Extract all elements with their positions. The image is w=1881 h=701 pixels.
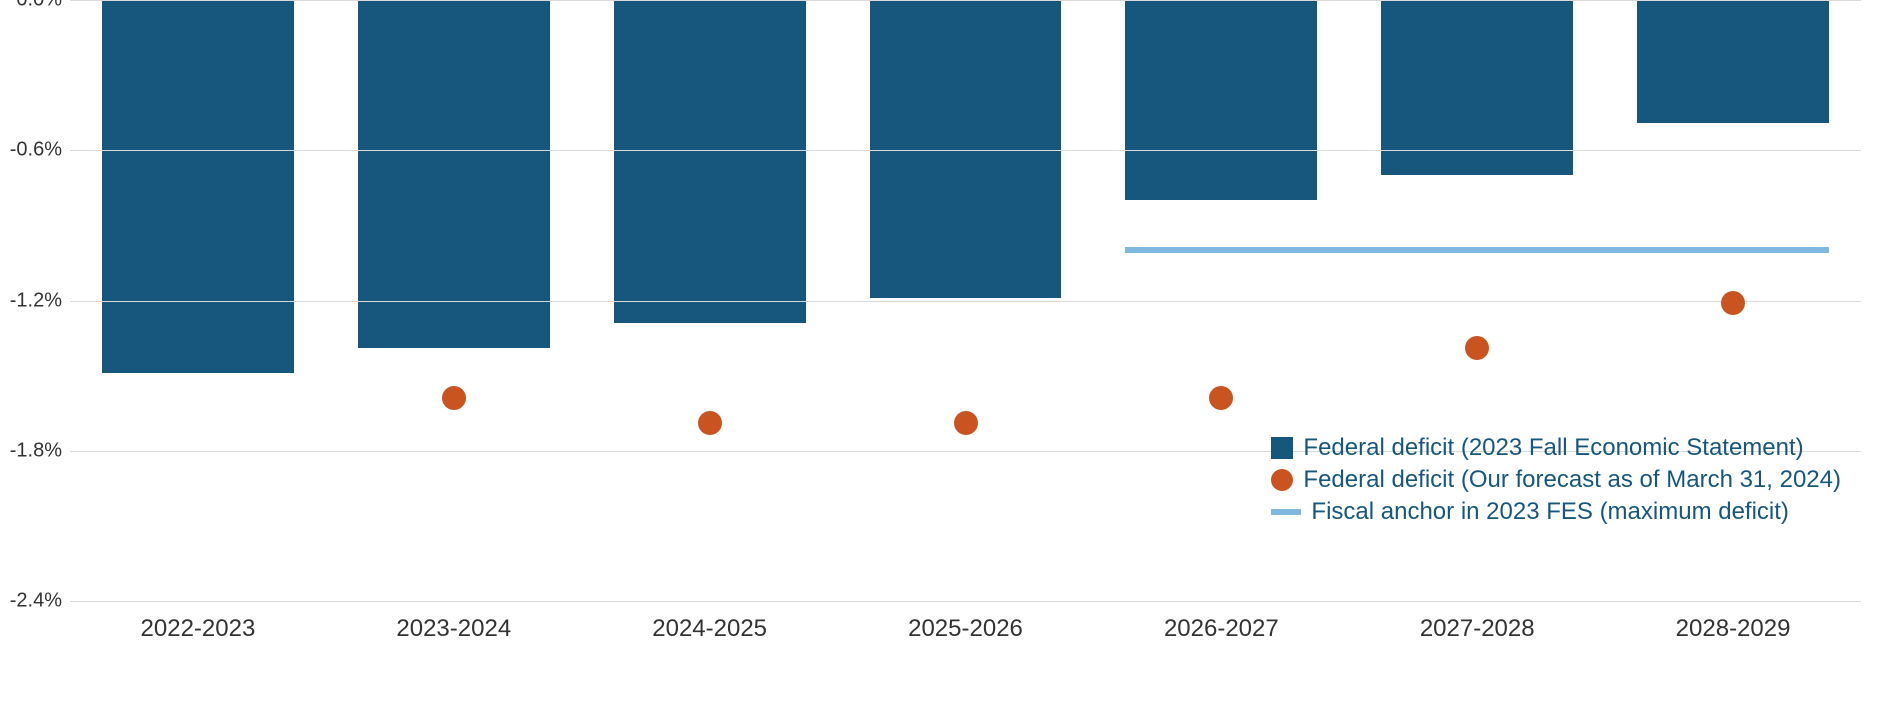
legend-item: Fiscal anchor in 2023 FES (maximum defic… bbox=[1271, 498, 1841, 526]
forecast-marker bbox=[1721, 291, 1745, 315]
x-tick-label: 2027-2028 bbox=[1420, 615, 1535, 643]
forecast-marker bbox=[1209, 386, 1233, 410]
forecast-marker bbox=[698, 411, 722, 435]
y-tick-label: -1.2% bbox=[10, 289, 62, 312]
x-tick-label: 2023-2024 bbox=[396, 615, 511, 643]
y-tick-label: -1.8% bbox=[10, 439, 62, 462]
fiscal-anchor-line bbox=[1125, 247, 1829, 253]
bar bbox=[358, 0, 550, 348]
bar bbox=[1125, 0, 1317, 200]
gridline bbox=[70, 0, 1861, 1]
forecast-marker bbox=[954, 411, 978, 435]
gridline bbox=[70, 150, 1861, 151]
legend-swatch-circle bbox=[1271, 469, 1293, 491]
x-tick-label: 2024-2025 bbox=[652, 615, 767, 643]
legend-item: Federal deficit (2023 Fall Economic Stat… bbox=[1271, 434, 1841, 462]
x-tick-label: 2026-2027 bbox=[1164, 615, 1279, 643]
legend-swatch-line bbox=[1271, 509, 1301, 515]
bar bbox=[1637, 0, 1829, 123]
y-tick-label: 0.0% bbox=[16, 0, 62, 12]
y-tick-label: -0.6% bbox=[10, 139, 62, 162]
bar bbox=[870, 0, 1062, 298]
deficit-chart: 0.0% -0.6% -1.2% -1.8% -2.4% 2022-2023 2023-2… bbox=[0, 0, 1881, 701]
bar bbox=[614, 0, 806, 323]
legend-label: Federal deficit (2023 Fall Economic Stat… bbox=[1303, 434, 1803, 462]
x-tick-label: 2022-2023 bbox=[141, 615, 256, 643]
legend-swatch-square bbox=[1271, 437, 1293, 459]
x-tick-label: 2025-2026 bbox=[908, 615, 1023, 643]
y-tick-label: -2.4% bbox=[10, 590, 62, 613]
gridline bbox=[70, 301, 1861, 302]
legend-label: Federal deficit (Our forecast as of Marc… bbox=[1303, 466, 1841, 494]
bar bbox=[102, 0, 294, 373]
forecast-marker bbox=[442, 386, 466, 410]
legend-label: Fiscal anchor in 2023 FES (maximum defic… bbox=[1311, 498, 1789, 526]
legend: Federal deficit (2023 Fall Economic Stat… bbox=[1271, 430, 1841, 526]
x-axis: 2022-2023 2023-2024 2024-2025 2025-2026 2026… bbox=[70, 601, 1861, 701]
x-tick-label: 2028-2029 bbox=[1676, 615, 1791, 643]
legend-item: Federal deficit (Our forecast as of Marc… bbox=[1271, 466, 1841, 494]
forecast-marker bbox=[1465, 336, 1489, 360]
bar bbox=[1381, 0, 1573, 175]
y-axis: 0.0% -0.6% -1.2% -1.8% -2.4% bbox=[0, 0, 70, 701]
